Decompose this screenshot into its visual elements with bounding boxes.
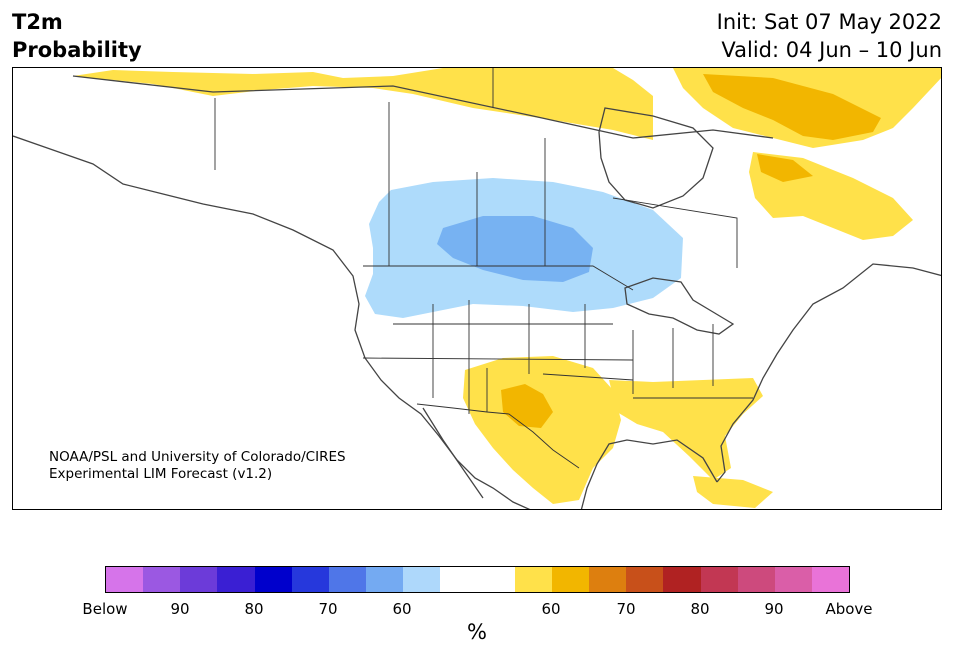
valid-range: Valid: 04 Jun – 10 Jun bbox=[721, 38, 942, 62]
gulf-coast bbox=[580, 439, 718, 509]
colorbar-tick-cold-60: 60 bbox=[392, 600, 412, 618]
init-date: Init: Sat 07 May 2022 bbox=[716, 10, 942, 34]
colorbar-segment bbox=[589, 567, 627, 592]
date-block: Init: Sat 07 May 2022 Valid: 04 Jun – 10… bbox=[717, 8, 942, 64]
colorbar-tick-below: Below bbox=[82, 600, 128, 618]
coastlines bbox=[13, 75, 941, 509]
political-boundaries bbox=[214, 68, 753, 469]
warm-region-north bbox=[73, 68, 653, 140]
colorbar-tick-cold-70: 70 bbox=[318, 600, 338, 618]
forecast-map bbox=[12, 67, 942, 510]
colorbar-segment bbox=[737, 567, 775, 592]
colorbar-tick-cold-80: 80 bbox=[244, 600, 264, 618]
colorbar-tick-warm-90: 90 bbox=[764, 600, 784, 618]
baja-coast bbox=[422, 407, 484, 499]
colorbar-segment bbox=[811, 567, 850, 592]
cold-region-70 bbox=[437, 216, 593, 282]
colorbar-segment bbox=[217, 567, 255, 592]
great-lakes bbox=[624, 277, 735, 335]
credit-line-1: NOAA/PSL and University of Colorado/CIRE… bbox=[49, 449, 346, 465]
pacific-coast bbox=[13, 135, 531, 509]
arctic-coast bbox=[72, 75, 774, 139]
colorbar-segment bbox=[477, 567, 515, 592]
colorbar-tick-warm-70: 70 bbox=[616, 600, 636, 618]
colorbar-segment bbox=[328, 567, 367, 592]
colorbar-tick-above: Above bbox=[825, 600, 873, 618]
colorbar-tick-cold-90: 90 bbox=[170, 600, 190, 618]
colorbar-segment bbox=[254, 567, 292, 592]
canada-us-border bbox=[363, 265, 634, 291]
colorbar-tick-warm-80: 80 bbox=[690, 600, 710, 618]
colorbar-segment bbox=[774, 567, 812, 592]
credit-line-2: Experimental LIM Forecast (v1.2) bbox=[49, 466, 273, 482]
colorbar-segment bbox=[440, 567, 478, 592]
colorbar-tick-warm-60: 60 bbox=[541, 600, 561, 618]
colorbar-segment bbox=[106, 567, 144, 592]
colorbar-segment bbox=[700, 567, 738, 592]
colorbar-segment bbox=[403, 567, 441, 592]
atlantic-coast bbox=[716, 263, 941, 483]
title-block: T2m Probability bbox=[12, 8, 142, 64]
warm-region-labrador-strong bbox=[757, 154, 813, 182]
state-lines bbox=[362, 300, 753, 414]
colorbar-segment bbox=[143, 567, 181, 592]
colorbar-segment bbox=[291, 567, 329, 592]
hudson-bay bbox=[598, 107, 714, 209]
product-title: Probability bbox=[12, 38, 142, 62]
warm-region-south-strong bbox=[501, 384, 553, 428]
colorbar-unit: % bbox=[467, 620, 487, 644]
variable-title: T2m bbox=[12, 10, 63, 34]
map-svg bbox=[13, 68, 941, 509]
warm-region-baffin-strong bbox=[703, 74, 881, 140]
credit-text: NOAA/PSL and University of Colorado/CIRE… bbox=[49, 449, 346, 483]
colorbar-segment bbox=[180, 567, 218, 592]
colorbar-segment bbox=[551, 567, 590, 592]
warm-region-caribbean bbox=[693, 476, 773, 508]
province-lines bbox=[214, 68, 738, 268]
colorbar-segment bbox=[366, 567, 404, 592]
colorbar-segment bbox=[663, 567, 701, 592]
colorbar-segment bbox=[626, 567, 664, 592]
us-mexico-border bbox=[416, 403, 580, 469]
warm-region-southeast bbox=[609, 378, 763, 480]
colorbar bbox=[105, 566, 850, 593]
colorbar-segment bbox=[514, 567, 552, 592]
